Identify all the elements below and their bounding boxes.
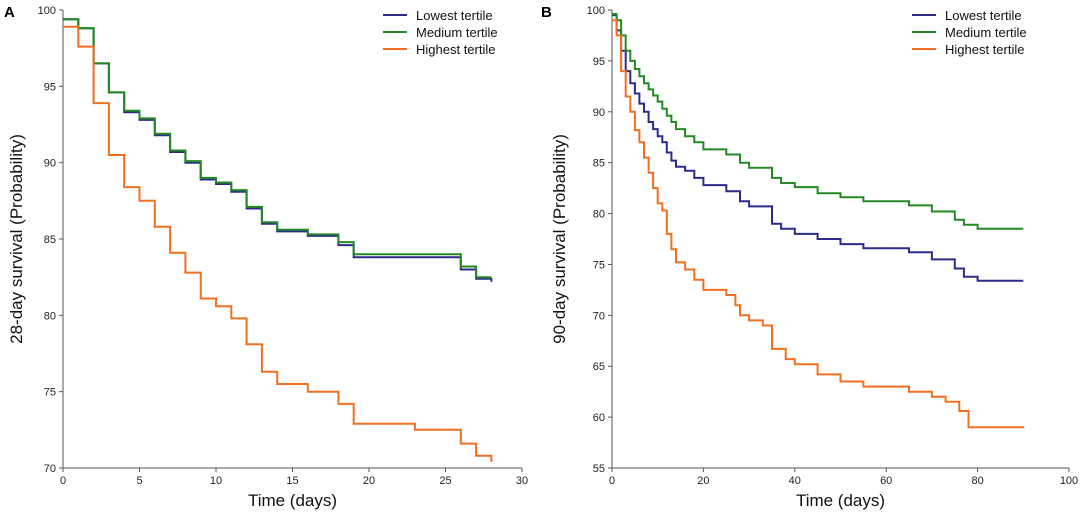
y-axis-label: 28-day survival (Probability) bbox=[7, 134, 26, 344]
x-tick-label: 40 bbox=[789, 475, 801, 487]
panel-label: B bbox=[541, 4, 552, 21]
y-tick-label: 85 bbox=[44, 234, 56, 246]
x-axis-label: Time (days) bbox=[248, 491, 337, 510]
y-tick-label: 75 bbox=[593, 259, 605, 271]
y-tick-label: 70 bbox=[593, 310, 605, 322]
legend-label: Highest tertile bbox=[945, 42, 1024, 57]
y-tick-label: 55 bbox=[593, 463, 605, 475]
x-tick-label: 25 bbox=[439, 475, 451, 487]
y-tick-label: 65 bbox=[593, 361, 605, 373]
x-tick-label: 0 bbox=[60, 475, 66, 487]
series-line-lowest-tertile bbox=[612, 14, 1024, 282]
legend-label: Lowest tertile bbox=[945, 8, 1022, 23]
y-tick-label: 100 bbox=[38, 5, 56, 17]
y-tick-label: 80 bbox=[593, 209, 605, 221]
y-tick-label: 100 bbox=[587, 5, 605, 17]
series-line-medium-tertile bbox=[63, 18, 492, 279]
y-axis-label: 90-day survival (Probability) bbox=[550, 134, 569, 344]
y-tick-label: 85 bbox=[593, 158, 605, 170]
x-tick-label: 30 bbox=[516, 475, 528, 487]
legend-label: Lowest tertile bbox=[416, 8, 493, 23]
panel-a: 70 75 80 85 90 95 100 0 5 10 15 20 25 30 Time (days) 28… bbox=[4, 4, 528, 510]
panel-label: A bbox=[4, 4, 15, 21]
y-tick-label: 70 bbox=[44, 463, 56, 475]
x-tick-label: 15 bbox=[286, 475, 298, 487]
x-tick-label: 80 bbox=[971, 475, 983, 487]
panel-b: 55 60 65 70 75 80 85 90 95 100 0 20 40 60 80 100 Time (d… bbox=[541, 4, 1078, 510]
y-tick-label: 75 bbox=[44, 387, 56, 399]
y-tick-label: 90 bbox=[44, 158, 56, 170]
y-tick-label: 60 bbox=[593, 412, 605, 424]
x-tick-label: 0 bbox=[609, 475, 615, 487]
y-tick-label: 90 bbox=[593, 107, 605, 119]
y-tick-label: 80 bbox=[44, 310, 56, 322]
x-tick-label: 20 bbox=[697, 475, 709, 487]
x-tick-label: 60 bbox=[880, 475, 892, 487]
y-tick-label: 95 bbox=[44, 81, 56, 93]
y-tick-label: 95 bbox=[593, 56, 605, 68]
legend-label: Medium tertile bbox=[945, 25, 1027, 40]
x-tick-label: 20 bbox=[363, 475, 375, 487]
x-axis-label: Time (days) bbox=[796, 491, 885, 510]
series-line-highest-tertile bbox=[612, 19, 1025, 429]
x-tick-label: 10 bbox=[210, 475, 222, 487]
x-tick-label: 5 bbox=[136, 475, 142, 487]
series-line-medium-tertile bbox=[612, 13, 1024, 230]
series-line-lowest-tertile bbox=[63, 18, 493, 282]
legend-label: Medium tertile bbox=[416, 25, 498, 40]
series-line-highest-tertile bbox=[63, 25, 493, 462]
legend-label: Highest tertile bbox=[416, 42, 495, 57]
x-tick-label: 100 bbox=[1060, 475, 1078, 487]
